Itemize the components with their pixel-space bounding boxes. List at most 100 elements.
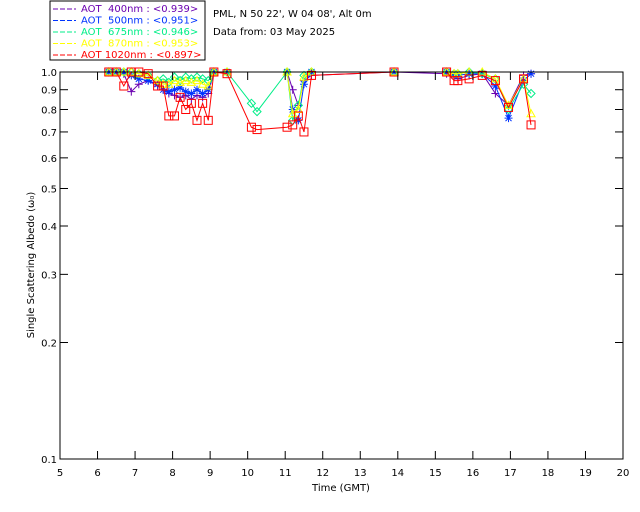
data-point: [158, 74, 168, 84]
y-tick-label: 0.4: [41, 222, 57, 233]
data-point: [170, 85, 179, 94]
x-tick-label: 20: [617, 468, 630, 479]
data-point: [526, 120, 536, 130]
data-point: [152, 75, 163, 85]
data-point: [453, 76, 463, 86]
data-point: [203, 81, 214, 90]
data-point: [252, 125, 262, 135]
data-point: [164, 111, 174, 121]
x-tick-label: 9: [207, 468, 213, 479]
data-point: [299, 72, 309, 81]
data-point: [164, 87, 173, 96]
data-point: [198, 89, 207, 98]
x-tick-label: 15: [429, 468, 442, 479]
y-tick-label: 0.2: [41, 339, 57, 350]
data-point: [181, 105, 191, 115]
y-axis-label: Single Scattering Albedo (ω₀): [26, 192, 37, 339]
data-point: [252, 106, 262, 117]
data-point: [222, 69, 232, 79]
data-point: [299, 80, 308, 89]
data-point: [299, 127, 309, 137]
data-point: [180, 75, 191, 85]
y-tick-label: 0.3: [41, 270, 57, 281]
data-point: [464, 67, 474, 77]
data-point: [504, 102, 514, 112]
data-point: [504, 114, 513, 123]
data-point: [119, 81, 129, 91]
x-tick-label: 8: [169, 468, 175, 479]
data-point: [198, 98, 208, 108]
data-point: [158, 81, 168, 91]
data-point: [144, 76, 153, 85]
data-point: [282, 67, 292, 77]
data-point: [143, 70, 153, 81]
y-tick-label: 1.0: [41, 68, 57, 79]
data-point: [222, 67, 232, 77]
y-tick-label: 0.9: [41, 86, 57, 97]
data-point: [175, 75, 185, 86]
data-point: [175, 92, 185, 102]
legend-entry: AOT 675nm : <0.946>: [81, 27, 198, 38]
data-point: [169, 75, 180, 85]
x-tick-label: 18: [542, 468, 555, 479]
data-point: [490, 73, 501, 83]
data-point: [143, 70, 154, 79]
data-point: [197, 74, 208, 84]
x-tick-label: 5: [57, 468, 63, 479]
x-tick-label: 17: [504, 468, 517, 479]
y-tick-label: 0.7: [41, 128, 57, 139]
data-point: [133, 68, 144, 78]
legend-entry: AOT 500nm : <0.951>: [81, 16, 198, 27]
data-point: [519, 74, 529, 84]
data-point: [153, 81, 163, 91]
data-point: [192, 85, 201, 94]
x-tick-label: 13: [354, 468, 367, 479]
data-point: [491, 82, 500, 91]
data-point: [490, 76, 500, 86]
x-tick-label: 10: [241, 468, 254, 479]
data-point: [127, 87, 136, 96]
x-tick-label: 6: [94, 468, 100, 479]
legend-entry: AOT 870nm : <0.953>: [81, 39, 198, 50]
y-tick-label: 0.5: [41, 184, 57, 195]
data-point: [119, 67, 129, 77]
y-tick-label: 0.8: [41, 106, 57, 117]
legend-entry: AOT 400nm : <0.939>: [81, 4, 198, 15]
data-point: [477, 70, 487, 80]
legend-entry: AOT 1020nm : <0.897>: [81, 50, 201, 61]
data-point: [143, 69, 153, 79]
x-axis-label: Time (GMT): [311, 483, 370, 494]
data-point: [169, 111, 179, 121]
x-tick-label: 12: [316, 468, 329, 479]
legend: AOT 400nm : <0.939>AOT 500nm : <0.951>AO…: [49, 0, 206, 61]
data-point: [204, 85, 213, 94]
legend-box: [49, 0, 206, 61]
data-point: [203, 115, 213, 125]
data-point: [282, 122, 292, 132]
site-info: PML, N 50 22', W 04 08', Alt 0m: [213, 9, 372, 20]
data-point: [246, 98, 257, 109]
data-point: [192, 75, 202, 85]
y-tick-label: 0.6: [41, 154, 57, 165]
data-point: [134, 74, 143, 83]
series-group: [103, 66, 536, 137]
data-point: [186, 77, 197, 86]
data-point: [246, 122, 256, 132]
data-point: [293, 111, 303, 121]
data-point: [526, 88, 536, 99]
plot-frame: [59, 71, 624, 460]
data-point: [527, 69, 536, 78]
date-info: Data from: 03 May 2025: [213, 27, 335, 38]
data-point: [186, 98, 196, 108]
x-tick-label: 14: [391, 468, 404, 479]
x-tick-label: 16: [466, 468, 479, 479]
data-point: [306, 70, 316, 80]
data-point: [197, 79, 208, 88]
data-point: [293, 104, 304, 114]
data-point: [187, 89, 196, 98]
data-point: [176, 83, 185, 92]
x-tick-label: 19: [579, 468, 592, 479]
data-point: [288, 120, 298, 130]
data-point: [175, 77, 185, 86]
